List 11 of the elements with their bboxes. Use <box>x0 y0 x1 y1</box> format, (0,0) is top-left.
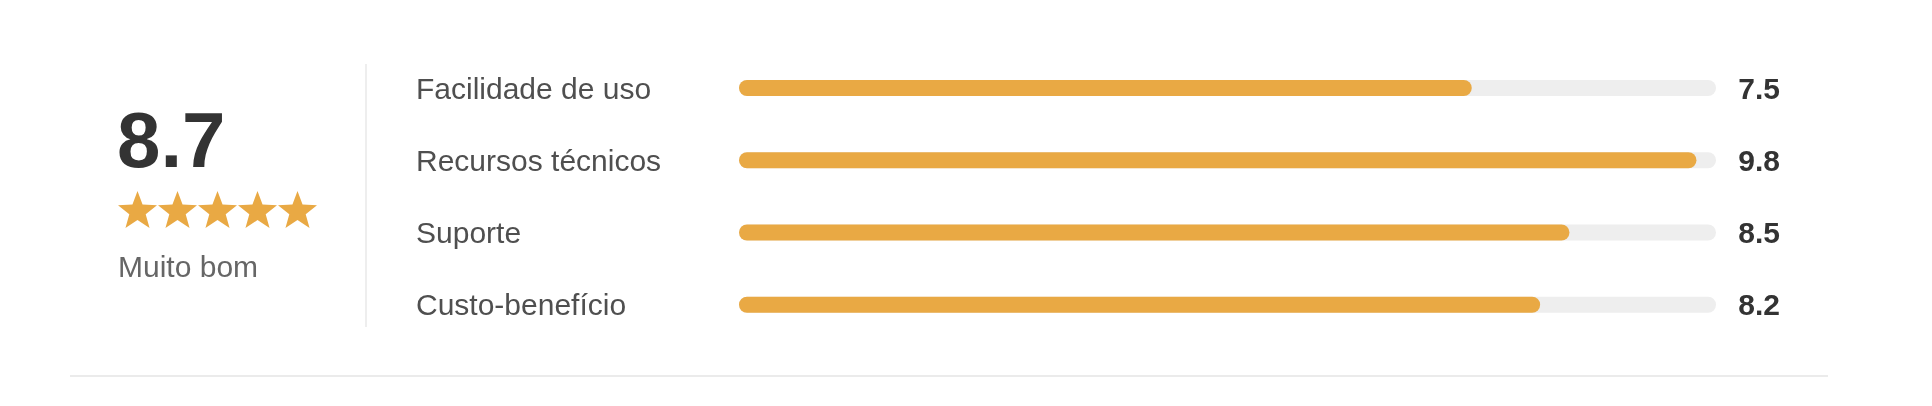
y-tick-label: Custo-benefício <box>416 288 627 322</box>
data-label: 7.5 <box>1738 71 1780 105</box>
data-label: 9.8 <box>1738 143 1780 177</box>
y-tick-label: Facilidade de uso <box>416 71 652 105</box>
bar <box>739 152 1697 169</box>
y-tick-label: Suporte <box>416 216 522 250</box>
data-label: 8.2 <box>1738 288 1780 322</box>
text: Muito bom <box>118 250 259 283</box>
text: 8.7 <box>117 96 226 184</box>
data-label: 8.5 <box>1738 216 1780 249</box>
y-tick-label: Recursos técnicos <box>416 143 662 177</box>
